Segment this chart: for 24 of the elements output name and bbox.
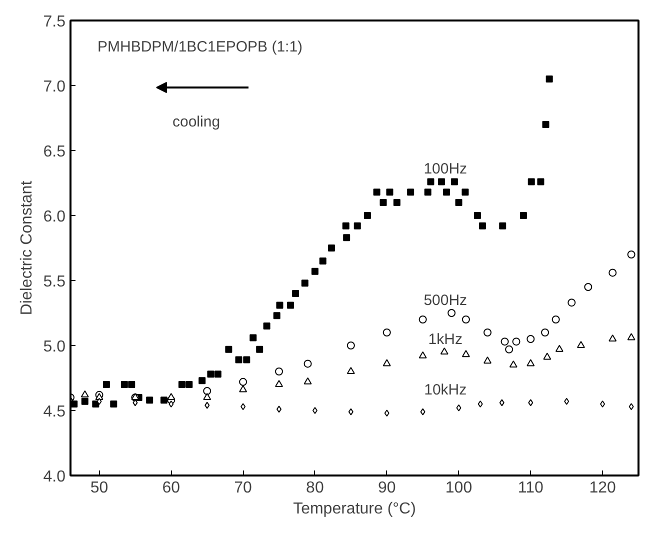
- x-tick-label: 110: [518, 480, 544, 496]
- x-axis-title: Temperature (°C): [293, 500, 416, 518]
- x-tick-label: 120: [589, 480, 616, 496]
- y-tick-label: 4.5: [43, 404, 66, 420]
- y-tick-label: 6.5: [43, 144, 66, 160]
- annotation: cooling: [172, 114, 220, 130]
- x-tick-label: 70: [234, 480, 252, 496]
- x-tick-label: 90: [378, 480, 396, 496]
- series-label: 100Hz: [424, 160, 468, 178]
- y-axis-title: Dielectric Constant: [18, 180, 36, 316]
- x-tick-label: 80: [306, 480, 324, 496]
- y-tick-label: 5.0: [43, 338, 66, 356]
- x-tick-label: 100: [445, 480, 472, 496]
- y-tick-label: 7.5: [43, 14, 66, 30]
- series-label: 10kHz: [424, 382, 467, 399]
- x-tick-label: 60: [162, 480, 180, 496]
- text: PMHBDPM/1BC1EPOPB (1:1): [98, 38, 303, 56]
- series-label: 500Hz: [424, 292, 468, 309]
- y-tick-label: 7.0: [43, 78, 66, 96]
- y-tick-label: 6.0: [43, 208, 66, 226]
- y-tick-label: 5.5: [43, 274, 66, 290]
- y-tick-label: 4.0: [43, 468, 66, 486]
- series-label: 1kHz: [428, 331, 462, 348]
- x-tick-label: 50: [90, 480, 108, 496]
